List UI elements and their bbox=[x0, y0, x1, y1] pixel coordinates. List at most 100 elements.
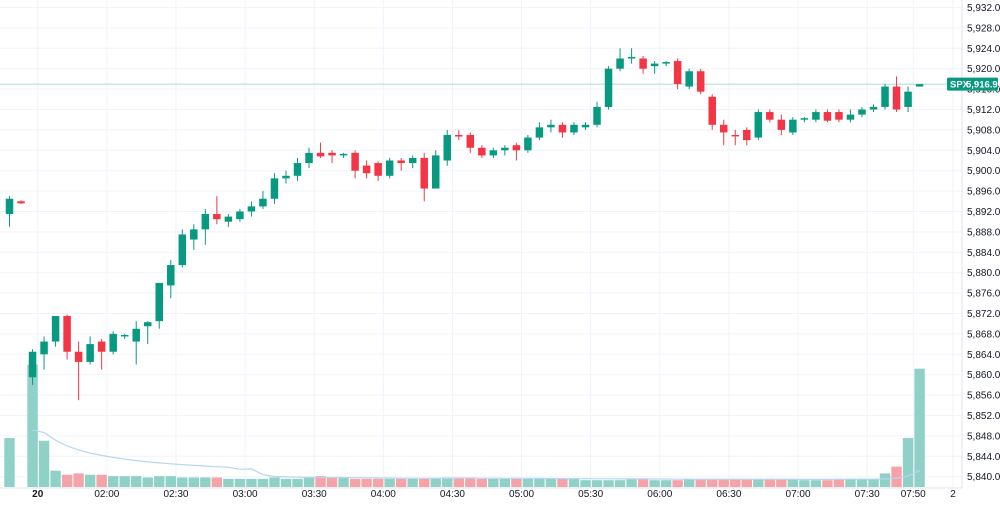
volume-bar bbox=[914, 368, 925, 487]
candle bbox=[800, 117, 809, 123]
volume-bar bbox=[50, 470, 61, 487]
candle bbox=[420, 152, 428, 202]
volume-bar bbox=[511, 478, 522, 487]
volume-bar bbox=[568, 478, 580, 487]
volume-bar bbox=[453, 477, 464, 487]
volume-bar bbox=[211, 477, 223, 487]
candle-body bbox=[132, 328, 140, 342]
price-tick-label: 5,852.00 bbox=[967, 411, 1000, 422]
candle bbox=[305, 147, 313, 169]
candle-body bbox=[708, 96, 716, 125]
candle bbox=[685, 68, 693, 90]
price-tick-label: 5,864.00 bbox=[967, 350, 1000, 361]
candle bbox=[639, 55, 647, 74]
volume-bar bbox=[683, 478, 695, 487]
volume-bar bbox=[338, 477, 349, 487]
volume-bar bbox=[61, 474, 73, 487]
volume-bar bbox=[349, 478, 361, 487]
candle-body bbox=[224, 216, 233, 222]
volume-bar bbox=[269, 477, 280, 487]
candle bbox=[385, 157, 394, 179]
time-tick-label: 02:00 bbox=[94, 489, 119, 500]
time-tick-label: 04:30 bbox=[440, 489, 465, 500]
candle-body bbox=[316, 152, 325, 157]
candle-body bbox=[397, 160, 405, 164]
candle-body bbox=[408, 157, 417, 164]
volume-bar bbox=[384, 478, 395, 487]
candle-body bbox=[305, 152, 313, 164]
candle bbox=[213, 196, 221, 225]
candle bbox=[167, 259, 175, 299]
candle bbox=[627, 48, 636, 64]
candle bbox=[97, 339, 106, 370]
candle-body bbox=[593, 106, 601, 125]
volume-bar bbox=[868, 478, 879, 487]
candle bbox=[673, 58, 682, 90]
candle bbox=[109, 331, 117, 355]
volume-bar bbox=[326, 477, 338, 487]
candle bbox=[132, 321, 140, 365]
candle bbox=[178, 229, 187, 268]
time-tick-label: 06:30 bbox=[716, 489, 741, 500]
candle bbox=[719, 119, 728, 146]
volume-bar bbox=[223, 478, 234, 487]
candle-body bbox=[247, 206, 256, 212]
candle-body bbox=[915, 84, 924, 87]
volume-bar bbox=[372, 478, 384, 487]
price-tick-label: 5,920.00 bbox=[967, 64, 1000, 75]
candle bbox=[708, 94, 716, 130]
price-tick-label: 5,892.00 bbox=[967, 207, 1000, 218]
candle-body bbox=[535, 127, 544, 138]
candle bbox=[904, 86, 912, 113]
price-tick-label: 5,888.00 bbox=[967, 227, 1000, 238]
time-tick-label: 05:30 bbox=[578, 489, 603, 500]
volume-bar bbox=[672, 480, 683, 487]
candle bbox=[51, 316, 60, 347]
volume-bars bbox=[4, 364, 925, 487]
volume-bar bbox=[891, 466, 902, 487]
volume-bar bbox=[442, 477, 453, 487]
volume-bar bbox=[465, 477, 476, 487]
volume-bar bbox=[591, 480, 603, 487]
candle-body bbox=[650, 63, 659, 67]
candle bbox=[604, 66, 613, 110]
candle bbox=[570, 122, 578, 135]
volume-bar bbox=[822, 480, 833, 487]
candle bbox=[293, 157, 302, 181]
volume-bar bbox=[38, 440, 50, 487]
volume-bar bbox=[395, 478, 407, 487]
candle bbox=[408, 155, 417, 169]
time-tick-label: 02:30 bbox=[163, 489, 188, 500]
candle bbox=[466, 132, 475, 153]
price-tick-label: 5,876.00 bbox=[967, 289, 1000, 300]
candle-body bbox=[270, 178, 279, 199]
candle-body bbox=[293, 163, 302, 176]
candle bbox=[501, 145, 509, 156]
candle-body bbox=[846, 114, 855, 120]
candle-body bbox=[570, 124, 578, 133]
volume-bar bbox=[833, 478, 845, 487]
time-tick-label: 05:00 bbox=[509, 489, 534, 500]
volume-bar bbox=[257, 478, 269, 487]
volume-bar bbox=[407, 478, 418, 487]
candle bbox=[696, 68, 705, 95]
volume-bar bbox=[107, 476, 119, 487]
candle-body bbox=[420, 157, 428, 189]
candle bbox=[374, 161, 382, 181]
candle bbox=[524, 135, 532, 153]
volume-bar bbox=[142, 477, 153, 487]
price-tick-label: 5,924.00 bbox=[967, 44, 1000, 55]
price-tick-label: 5,912.00 bbox=[967, 105, 1000, 116]
candle bbox=[616, 48, 624, 72]
time-tick-label: 03:00 bbox=[233, 489, 258, 500]
candle-body bbox=[719, 124, 728, 133]
volume-bar bbox=[84, 474, 96, 487]
candle-body bbox=[51, 316, 60, 342]
candle-body bbox=[789, 119, 797, 133]
candle bbox=[915, 84, 924, 87]
candle bbox=[846, 109, 855, 123]
price-axis[interactable]: 5,840.00 5,844.00 5,848.00 5,852.00 5,856.00… bbox=[967, 3, 1000, 483]
time-axis[interactable]: 20 02:00 02:30 03:00 03:30 04:00 04:30 05:00 05:… bbox=[32, 489, 956, 500]
candle bbox=[339, 152, 348, 158]
